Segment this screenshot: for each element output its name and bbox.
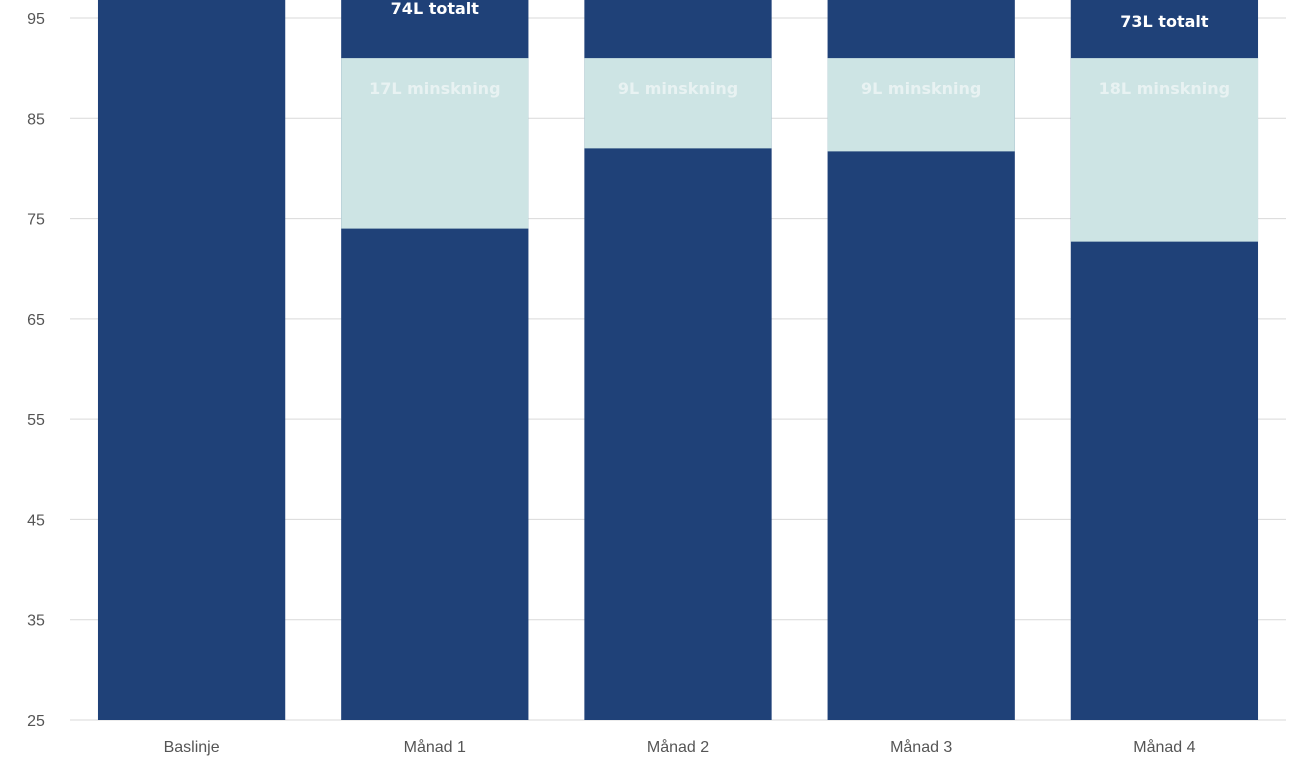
x-tick-label: Baslinje xyxy=(164,739,220,756)
reduction-label: 18L minskning xyxy=(1099,79,1230,98)
x-axis-ticks: Baslinje Månad 1 Månad 2 Månad 3 Månad 4 xyxy=(164,738,1196,756)
y-tick-label: 95 xyxy=(27,11,45,28)
y-tick-label: 35 xyxy=(27,613,45,630)
bar-segment xyxy=(97,0,286,720)
y-tick-label: 45 xyxy=(27,512,45,529)
reduction-label: 9L minskning xyxy=(618,79,738,98)
bar-segment xyxy=(1070,58,1259,242)
total-label: 74L totalt xyxy=(391,0,480,18)
bar-segment xyxy=(341,58,529,229)
x-tick-label: Månad 2 xyxy=(647,738,709,756)
total-label: 73L totalt xyxy=(1120,12,1209,31)
y-tick-label: 55 xyxy=(27,412,45,429)
y-tick-label: 65 xyxy=(27,312,45,329)
bar-segment xyxy=(827,58,1015,152)
reduction-label: 17L minskning xyxy=(369,79,500,98)
x-tick-label: Månad 4 xyxy=(1133,738,1195,756)
bar-segment xyxy=(584,58,772,149)
x-tick-label: Månad 1 xyxy=(404,738,466,756)
y-axis-ticks: 25 35 45 55 65 75 85 95 xyxy=(27,11,45,730)
y-tick-label: 85 xyxy=(27,111,45,128)
x-tick-label: Månad 3 xyxy=(890,738,952,756)
y-tick-label: 75 xyxy=(27,212,45,229)
reduction-label: 9L minskning xyxy=(861,79,981,98)
y-tick-label: 25 xyxy=(27,713,45,730)
bars xyxy=(97,0,1259,721)
